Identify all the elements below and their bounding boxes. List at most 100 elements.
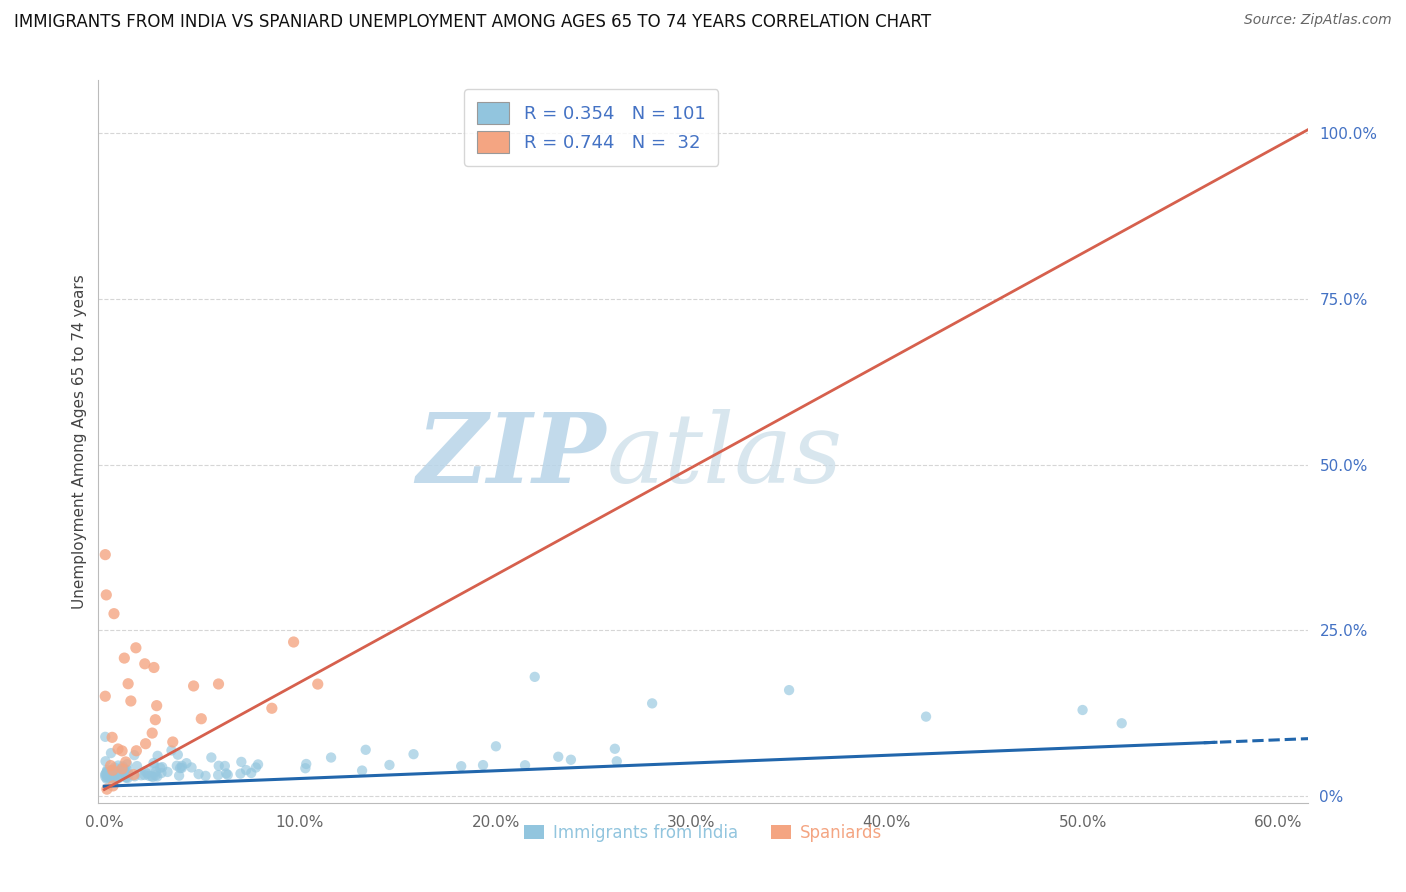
Point — [283, 635, 305, 649]
Point — [1111, 716, 1133, 731]
Point — [96, 588, 118, 602]
Point — [183, 679, 205, 693]
Point — [100, 764, 122, 778]
Point — [101, 764, 124, 779]
Point — [149, 761, 172, 775]
Point — [150, 760, 173, 774]
Point — [96, 764, 118, 779]
Point — [207, 768, 229, 782]
Point — [229, 766, 252, 780]
Point — [472, 758, 495, 772]
Point — [111, 762, 134, 776]
Point — [108, 764, 131, 779]
Point — [245, 760, 267, 774]
Point — [112, 762, 135, 776]
Point — [115, 771, 138, 785]
Point — [136, 766, 159, 780]
Point — [194, 769, 217, 783]
Point — [96, 771, 118, 785]
Point — [114, 755, 136, 769]
Point — [142, 660, 165, 674]
Point — [915, 709, 938, 723]
Point — [118, 767, 141, 781]
Point — [122, 767, 145, 781]
Point — [402, 747, 425, 761]
Point — [170, 759, 193, 773]
Point — [247, 757, 270, 772]
Text: ZIP: ZIP — [416, 409, 606, 503]
Point — [96, 772, 118, 786]
Point — [97, 765, 120, 780]
Point — [129, 768, 152, 782]
Point — [142, 756, 165, 770]
Point — [235, 763, 257, 777]
Point — [125, 759, 148, 773]
Point — [107, 742, 129, 756]
Point — [115, 757, 138, 772]
Point — [190, 712, 212, 726]
Point — [215, 766, 238, 780]
Point — [117, 677, 139, 691]
Point — [547, 749, 569, 764]
Point — [96, 764, 118, 779]
Point — [778, 683, 800, 698]
Point — [145, 768, 167, 782]
Point — [641, 697, 664, 711]
Point — [98, 771, 121, 785]
Point — [101, 764, 124, 778]
Point — [450, 759, 472, 773]
Point — [143, 713, 166, 727]
Point — [141, 769, 163, 783]
Point — [513, 758, 536, 772]
Point — [107, 772, 129, 786]
Point — [134, 768, 156, 782]
Point — [162, 735, 184, 749]
Point — [111, 744, 134, 758]
Point — [378, 758, 401, 772]
Point — [138, 769, 160, 783]
Point — [100, 763, 122, 777]
Point — [160, 743, 183, 757]
Point — [125, 744, 148, 758]
Point — [96, 782, 118, 797]
Point — [134, 657, 156, 671]
Point — [135, 737, 157, 751]
Point — [110, 768, 132, 782]
Point — [107, 758, 129, 772]
Legend: Immigrants from India, Spaniards: Immigrants from India, Spaniards — [517, 817, 889, 848]
Point — [176, 756, 198, 771]
Point — [94, 767, 117, 781]
Point — [112, 766, 135, 780]
Point — [111, 759, 134, 773]
Point — [108, 768, 131, 782]
Text: IMMIGRANTS FROM INDIA VS SPANIARD UNEMPLOYMENT AMONG AGES 65 TO 74 YEARS CORRELA: IMMIGRANTS FROM INDIA VS SPANIARD UNEMPL… — [14, 13, 931, 31]
Point — [112, 762, 135, 776]
Point — [167, 769, 190, 783]
Text: Source: ZipAtlas.com: Source: ZipAtlas.com — [1244, 13, 1392, 28]
Point — [166, 747, 188, 762]
Point — [101, 771, 124, 785]
Point — [523, 670, 546, 684]
Point — [134, 764, 156, 779]
Point — [120, 694, 142, 708]
Point — [117, 771, 139, 785]
Point — [180, 760, 202, 774]
Point — [240, 766, 263, 780]
Point — [156, 764, 179, 779]
Point — [94, 767, 117, 781]
Point — [485, 739, 508, 754]
Point — [94, 690, 117, 704]
Y-axis label: Unemployment Among Ages 65 to 74 years: Unemployment Among Ages 65 to 74 years — [72, 274, 87, 609]
Point — [104, 771, 127, 785]
Point — [94, 548, 117, 562]
Point — [100, 758, 122, 772]
Point — [117, 766, 139, 780]
Point — [145, 698, 167, 713]
Point — [169, 761, 191, 775]
Point — [125, 640, 148, 655]
Point — [94, 730, 117, 744]
Point — [103, 607, 125, 621]
Point — [200, 750, 222, 764]
Point — [207, 677, 229, 691]
Point — [295, 756, 318, 771]
